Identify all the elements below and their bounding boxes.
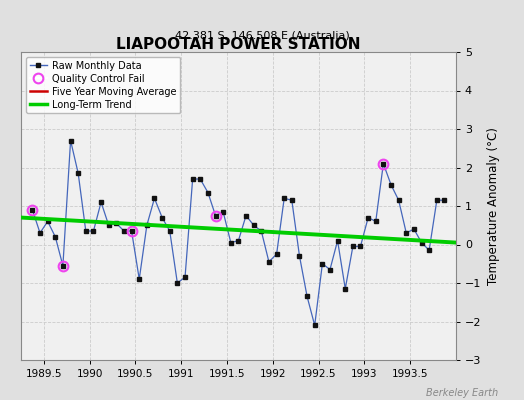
Text: Berkeley Earth: Berkeley Earth (425, 388, 498, 398)
Text: 42.381 S, 146.508 E (Australia): 42.381 S, 146.508 E (Australia) (174, 30, 350, 40)
Legend: Raw Monthly Data, Quality Control Fail, Five Year Moving Average, Long-Term Tren: Raw Monthly Data, Quality Control Fail, … (26, 57, 180, 113)
Y-axis label: Temperature Anomaly (°C): Temperature Anomaly (°C) (487, 127, 500, 285)
Title: LIAPOOTAH POWER STATION: LIAPOOTAH POWER STATION (116, 37, 361, 52)
